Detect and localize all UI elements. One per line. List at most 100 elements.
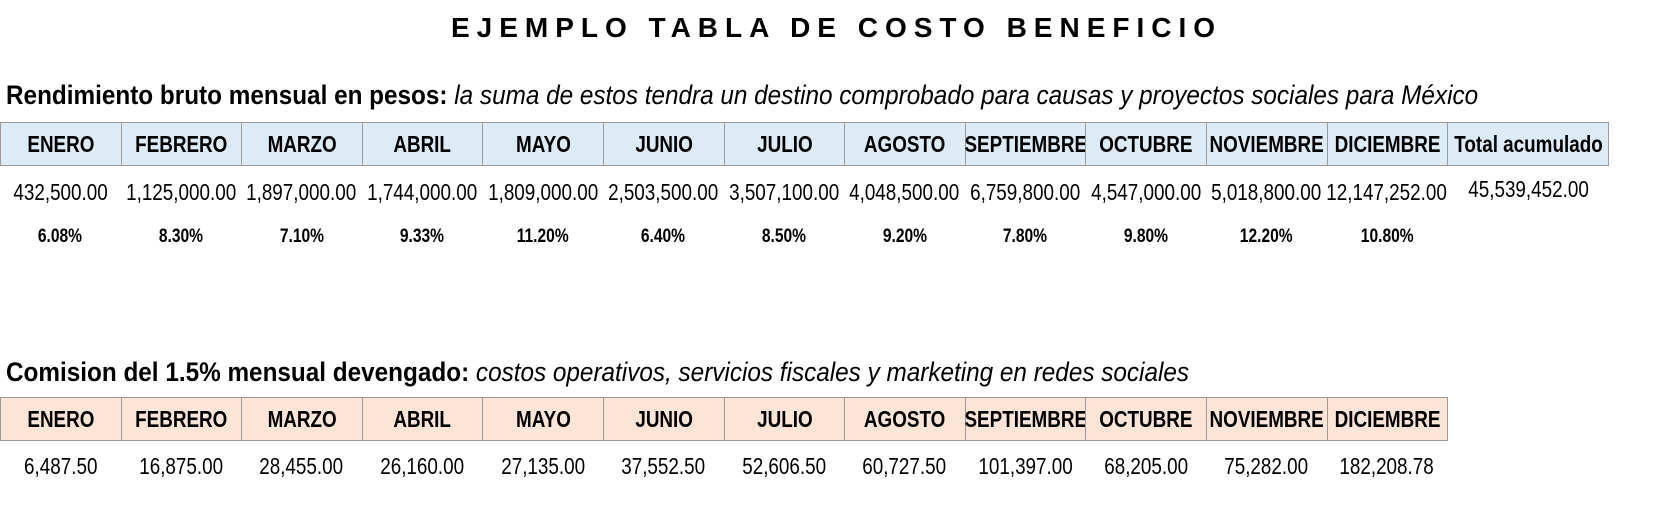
header-cell-text: ABRIL <box>393 405 452 432</box>
percentage-cell: 12.20% <box>1206 222 1327 252</box>
value-cell: 1,744,000.00 <box>362 175 483 209</box>
percentage-cell-text: 6.08% <box>38 226 83 247</box>
header-cell-text: JUNIO <box>634 405 693 432</box>
header-cell-text: MARZO <box>267 405 337 432</box>
title: EJEMPLO TABLA DE COSTO BENEFICIO <box>450 12 1223 43</box>
percentage-cell-text: 8.30% <box>158 226 203 247</box>
value-cell-text: 52,606.50 <box>741 452 826 479</box>
value-cell: 6,487.50 <box>0 449 121 483</box>
header-cell-text: ENERO <box>27 130 95 157</box>
header-cell-text: Total acumulado <box>1453 130 1603 157</box>
percentage-cell: 8.30% <box>121 222 242 252</box>
percentage-cell-text: 7.80% <box>1003 226 1048 247</box>
header-cell: JULIO <box>723 397 846 441</box>
section-heading: Comision del 1.5% mensual devengado: cos… <box>6 357 1189 388</box>
value-cell-text: 12,147,252.00 <box>1326 178 1448 205</box>
value-cell: 432,500.00 <box>0 175 121 209</box>
percentage-cell: 6.08% <box>0 222 121 252</box>
percentage-cell-text: 8.50% <box>761 226 806 247</box>
heading-italic: la suma de estos tendra un destino compr… <box>454 80 1479 110</box>
header-cell: MARZO <box>241 122 363 166</box>
value-cell-text: 6,487.50 <box>23 452 98 479</box>
value-cell: 1,125,000.00 <box>121 175 242 209</box>
percentage-cell-text: 9.33% <box>400 226 445 247</box>
percentage-cell: 9.20% <box>844 222 965 252</box>
percentage-cell: 9.33% <box>362 222 483 252</box>
value-cell: 3,507,100.00 <box>724 175 845 209</box>
percentage-cell: 7.80% <box>965 222 1086 252</box>
value-cell-text: 5,018,800.00 <box>1211 178 1322 205</box>
header-cell: SEPTIEMBRE <box>964 397 1087 441</box>
value-cell-text: 1,897,000.00 <box>246 178 357 205</box>
value-cell: 1,897,000.00 <box>241 175 362 209</box>
value-cell: 52,606.50 <box>724 449 845 483</box>
percentage-cell-text: 6.40% <box>641 226 686 247</box>
header-cell: JUNIO <box>603 122 725 166</box>
header-cell-text: JULIO <box>756 405 813 432</box>
header-cell-text: OCTUBRE <box>1099 405 1193 432</box>
value-cell-text: 101,397.00 <box>977 452 1073 479</box>
header-cell-text: NOVIEMBRE <box>1209 405 1324 432</box>
header-cell: AGOSTO <box>844 397 966 441</box>
header-cell: ABRIL <box>361 122 484 166</box>
header-cell: ENERO <box>0 122 122 166</box>
header-cell-text: MAYO <box>515 130 571 157</box>
value-cell: 4,547,000.00 <box>1085 175 1206 209</box>
header-cell: NOVIEMBRE <box>1206 122 1328 166</box>
header-cell: NOVIEMBRE <box>1206 397 1328 441</box>
value-cell: 68,205.00 <box>1085 449 1206 483</box>
percentage-cell: 7.10% <box>241 222 362 252</box>
value-cell: 60,727.50 <box>844 449 965 483</box>
percentage-cell: 10.80% <box>1327 222 1448 252</box>
value-cell-text: 6,759,800.00 <box>970 178 1081 205</box>
header-cell-text: ENERO <box>27 405 95 432</box>
value-cell-text: 28,455.00 <box>259 452 344 479</box>
value-cell-text: 68,205.00 <box>1103 452 1188 479</box>
header-cell-text: ABRIL <box>393 130 452 157</box>
percentage-cell-text: 10.80% <box>1360 226 1414 247</box>
header-cell: OCTUBRE <box>1085 122 1207 166</box>
header-cell: JULIO <box>723 122 846 166</box>
heading-bold: Comision del 1.5% mensual devengado: <box>6 357 470 387</box>
value-cell: 101,397.00 <box>965 449 1086 483</box>
value-cell: 182,208.78 <box>1327 449 1448 483</box>
header-cell: OCTUBRE <box>1085 397 1207 441</box>
value-cell-text: 4,048,500.00 <box>849 178 960 205</box>
value-cell: 6,759,800.00 <box>965 175 1086 209</box>
percentage-cell-text: 11.20% <box>516 226 569 247</box>
heading-italic: costos operativos, servicios fiscales y … <box>475 357 1190 387</box>
value-cell: 1,809,000.00 <box>482 175 603 209</box>
value-cell: 4,048,500.00 <box>844 175 965 209</box>
header-cell-text: FEBRERO <box>135 130 228 157</box>
value-cell-text: 27,135.00 <box>500 452 585 479</box>
value-cell: 5,018,800.00 <box>1206 175 1327 209</box>
percentage-cell-text: 9.80% <box>1123 226 1168 247</box>
value-cell-text: 16,875.00 <box>138 452 223 479</box>
header-cell-text: NOVIEMBRE <box>1209 130 1324 157</box>
total-cell-text: 45,539,452.00 <box>1467 175 1589 202</box>
header-cell-text: SEPTIEMBRE <box>964 405 1087 432</box>
header-cell-text: OCTUBRE <box>1099 130 1193 157</box>
percentage-cell: 8.50% <box>724 222 845 252</box>
header-cell-text: AGOSTO <box>864 405 946 432</box>
section-heading: Rendimiento bruto mensual en pesos: la s… <box>6 80 1478 111</box>
value-cell: 75,282.00 <box>1206 449 1327 483</box>
header-cell-text: FEBRERO <box>135 405 228 432</box>
percentage-cell-text: 9.20% <box>882 226 927 247</box>
total-cell: 45,539,452.00 <box>1447 172 1609 206</box>
header-cell: DICIEMBRE <box>1326 122 1449 166</box>
value-cell: 28,455.00 <box>241 449 362 483</box>
header-cell-text: SEPTIEMBRE <box>964 130 1087 157</box>
header-cell: DICIEMBRE <box>1326 397 1449 441</box>
percentage-cell: 6.40% <box>603 222 724 252</box>
header-cell: SEPTIEMBRE <box>964 122 1087 166</box>
value-cell: 37,552.50 <box>603 449 724 483</box>
heading-bold: Rendimiento bruto mensual en pesos: <box>6 80 448 110</box>
header-cell: JUNIO <box>603 397 725 441</box>
value-cell-text: 2,503,500.00 <box>608 178 719 205</box>
header-cell-text: DICIEMBRE <box>1334 130 1441 157</box>
value-cell-text: 432,500.00 <box>13 178 108 205</box>
header-cell: MAYO <box>482 122 604 166</box>
value-cell-text: 1,125,000.00 <box>125 178 236 205</box>
